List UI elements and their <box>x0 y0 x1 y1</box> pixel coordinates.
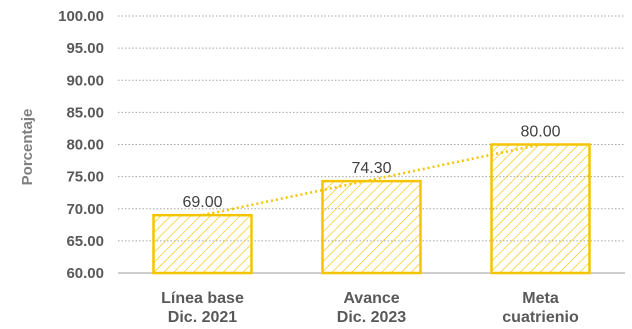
x-category-label: Dic. 2021 <box>168 309 237 326</box>
x-category-label: cuatrienio <box>502 309 579 326</box>
bars <box>152 143 591 275</box>
bar <box>490 143 591 275</box>
x-category-label: Avance <box>343 290 399 307</box>
bar <box>152 213 253 275</box>
y-tick-label: 80.00 <box>66 137 104 154</box>
y-tick-label: 65.00 <box>66 233 104 250</box>
x-category-label: Meta <box>522 290 559 307</box>
y-tick-label: 90.00 <box>66 72 104 89</box>
y-tick-label: 95.00 <box>66 40 104 57</box>
y-tick-label: 85.00 <box>66 104 104 121</box>
data-label: 74.30 <box>351 160 391 177</box>
bar <box>321 179 422 275</box>
y-tick-label: 60.00 <box>66 265 104 282</box>
y-tick-label: 75.00 <box>66 169 104 186</box>
x-axis-categories: Línea base Dic. 2021 Avance Dic. 2023 Meta cu… <box>161 290 579 326</box>
y-tick-label: 100.00 <box>58 8 104 25</box>
x-category-label: Línea base <box>161 290 244 307</box>
x-category-label: Dic. 2023 <box>337 309 406 326</box>
data-labels: 69.00 74.30 80.00 <box>182 124 560 212</box>
y-axis-title: Porcentaje <box>19 109 36 186</box>
y-axis-ticks: 60.00 65.00 70.00 75.00 80.00 85.00 90.00 95.00… <box>58 8 104 282</box>
data-label: 69.00 <box>182 194 222 211</box>
data-label: 80.00 <box>520 124 560 141</box>
y-tick-label: 70.00 <box>66 201 104 218</box>
